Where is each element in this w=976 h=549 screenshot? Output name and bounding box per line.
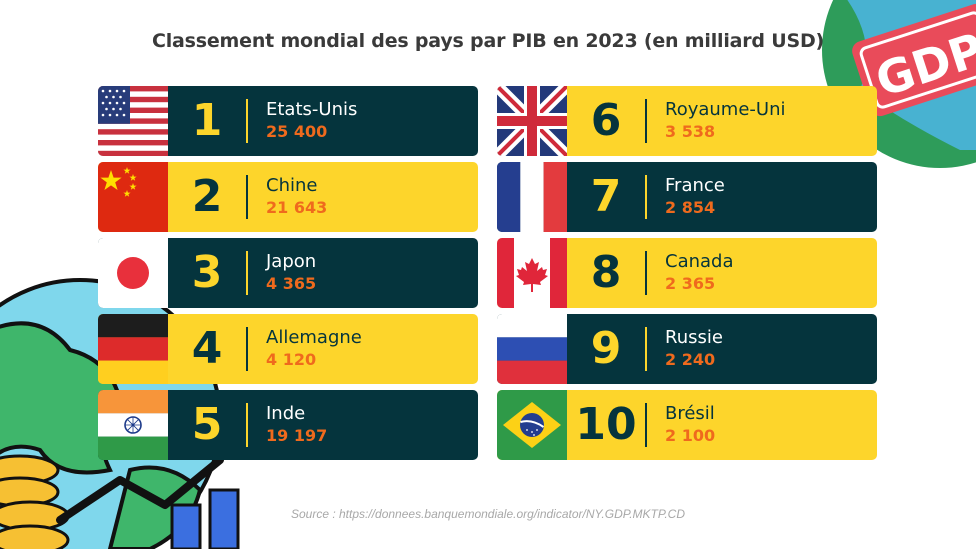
ranking-row-5: 5 Inde 19 197 xyxy=(98,390,478,460)
divider xyxy=(246,327,248,371)
germany-flag-icon xyxy=(98,314,168,384)
rank-number: 3 xyxy=(191,247,223,298)
ranking-row-4: 4 Allemagne 4 120 xyxy=(98,314,478,384)
ranking-row-9: 9 Russie 2 240 xyxy=(497,314,877,384)
rank-number: 8 xyxy=(590,247,622,298)
gdp-value: 3 538 xyxy=(665,122,716,141)
canada-flag-icon xyxy=(497,238,567,308)
country-name: Canada xyxy=(665,251,734,272)
gdp-value: 2 854 xyxy=(665,198,716,217)
country-name: Russie xyxy=(665,327,723,348)
rank-number: 9 xyxy=(590,323,622,374)
india-flag-icon xyxy=(98,390,168,460)
ranking-row-1: 1 Etats-Unis 25 400 xyxy=(98,86,478,156)
russia-flag-icon xyxy=(497,314,567,384)
gdp-value: 4 120 xyxy=(266,350,317,369)
country-name: France xyxy=(665,175,725,196)
page-title: Classement mondial des pays par PIB en 2… xyxy=(151,30,825,52)
divider xyxy=(645,251,647,295)
country-name: Etats-Unis xyxy=(266,99,358,120)
ranking-row-2: 2 Chine 21 643 xyxy=(98,162,478,232)
rank-number: 2 xyxy=(191,171,223,222)
divider xyxy=(645,99,647,143)
rank-number: 7 xyxy=(590,171,622,222)
rank-number: 10 xyxy=(575,399,637,450)
japan-flag-icon xyxy=(98,238,168,308)
rank-number: 6 xyxy=(590,95,622,146)
france-flag-icon xyxy=(497,162,567,232)
gdp-value: 19 197 xyxy=(266,426,328,445)
ranking-row-8: 8 Canada 2 365 xyxy=(497,238,877,308)
country-name: Brésil xyxy=(665,403,715,424)
country-name: Allemagne xyxy=(266,327,362,348)
divider xyxy=(246,99,248,143)
gdp-value: 25 400 xyxy=(266,122,328,141)
gdp-value: 2 365 xyxy=(665,274,716,293)
divider xyxy=(246,403,248,447)
china-flag-icon xyxy=(98,162,168,232)
divider xyxy=(246,251,248,295)
gdp-value: 2 100 xyxy=(665,426,716,445)
rank-number: 4 xyxy=(191,323,223,374)
uk-flag-icon xyxy=(497,86,567,156)
us-flag-icon xyxy=(98,86,168,156)
country-name: Japon xyxy=(266,251,317,272)
gdp-value: 21 643 xyxy=(266,198,328,217)
ranking-row-3: 3 Japon 4 365 xyxy=(98,238,478,308)
ranking-column-right: 6 Royaume-Uni 3 538 7 France 2 854 xyxy=(497,86,877,466)
ranking-row-10: 10 Brésil 2 100 xyxy=(497,390,877,460)
ranking-row-7: 7 France 2 854 xyxy=(497,162,877,232)
ranking-row-6: 6 Royaume-Uni 3 538 xyxy=(497,86,877,156)
rank-number: 5 xyxy=(191,399,223,450)
country-name: Chine xyxy=(266,175,318,196)
ranking-column-left: 1 Etats-Unis 25 400 2 Chine 21 643 xyxy=(98,86,478,466)
rank-number: 1 xyxy=(191,95,223,146)
brazil-flag-icon xyxy=(497,390,567,460)
divider xyxy=(645,175,647,219)
country-name: Royaume-Uni xyxy=(665,99,786,120)
country-name: Inde xyxy=(266,403,306,424)
gdp-value: 4 365 xyxy=(266,274,317,293)
divider xyxy=(246,175,248,219)
divider xyxy=(645,327,647,371)
divider xyxy=(645,403,647,447)
gdp-value: 2 240 xyxy=(665,350,716,369)
source-citation: Source : https://donnees.banquemondiale.… xyxy=(290,507,685,521)
